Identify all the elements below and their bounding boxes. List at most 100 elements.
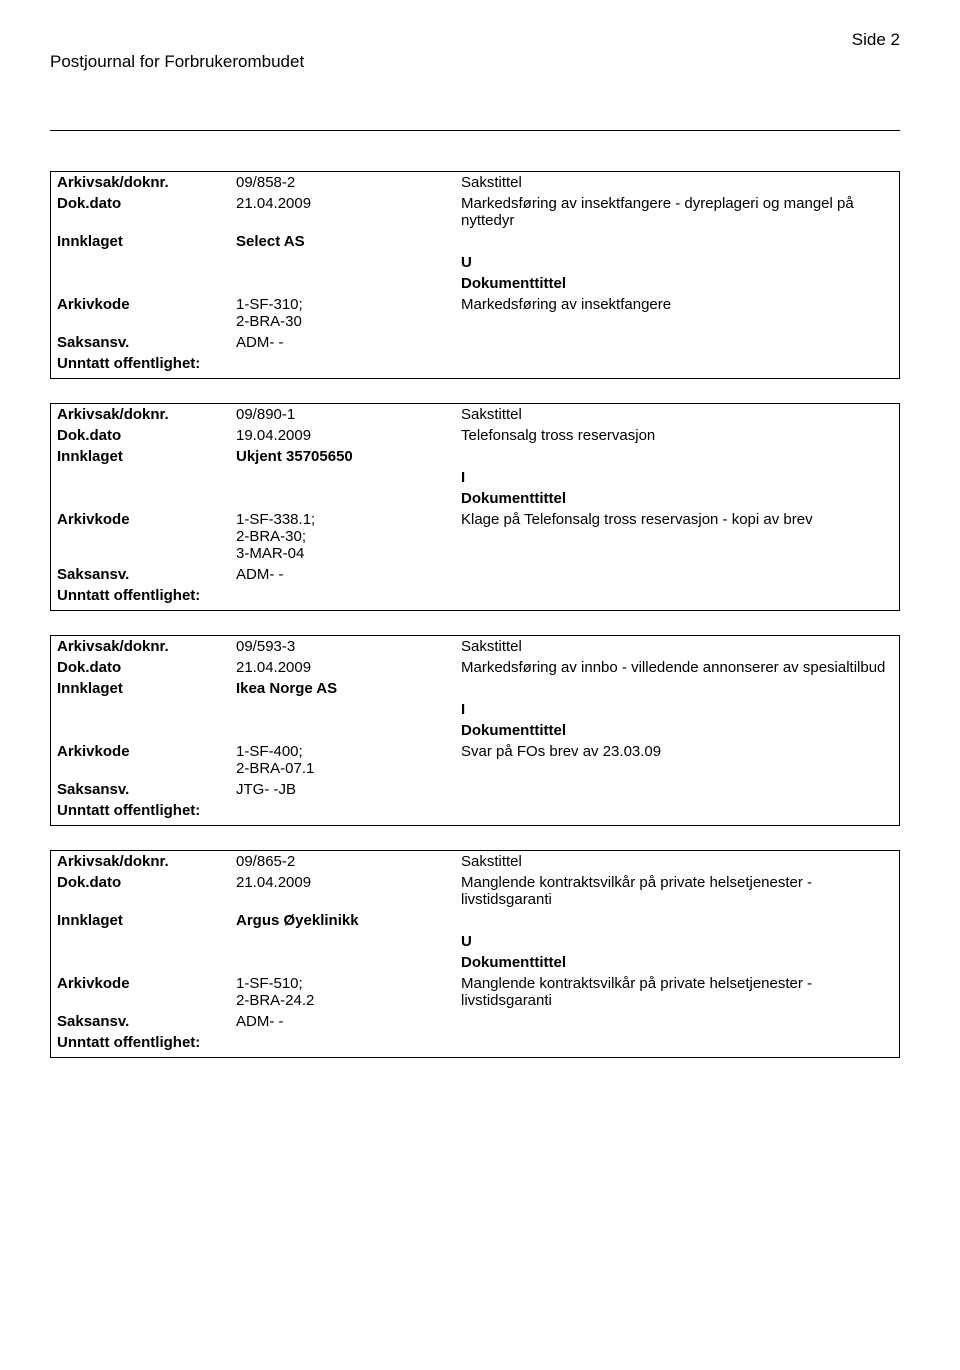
row-innklaget: InnklagetArgus Øyeklinikk (51, 910, 899, 931)
row-dokdato: Dok.dato21.04.2009Manglende kontraktsvil… (51, 872, 899, 910)
value-arkivsak: 09/858-2 (236, 174, 461, 191)
label-dokdato: Dok.dato (57, 427, 236, 444)
value-saksansv: JTG- -JB (236, 781, 461, 798)
row-direction: I (51, 699, 899, 720)
label-sakstittel: Sakstittel (461, 638, 893, 655)
row-arkivsak: Arkivsak/doknr.09/858-2Sakstittel (51, 172, 899, 193)
value-saksansv: ADM- - (236, 334, 461, 351)
value-saks-desc: Telefonsalg tross reservasjon (461, 427, 893, 444)
row-direction: U (51, 252, 899, 273)
value-saksansv: ADM- - (236, 1013, 461, 1030)
row-direction: U (51, 931, 899, 952)
label-innklaget: Innklaget (57, 233, 236, 250)
label-unntatt: Unntatt offentlighet: (57, 587, 301, 604)
label-saksansv: Saksansv. (57, 781, 236, 798)
value-arkivkode: 1-SF-510;2-BRA-24.2 (236, 975, 461, 1009)
value-innklaget: Ukjent 35705650 (236, 448, 461, 465)
value-direction: U (461, 933, 893, 950)
row-dokdato: Dok.dato19.04.2009Telefonsalg tross rese… (51, 425, 899, 446)
value-dokdato: 21.04.2009 (236, 874, 461, 891)
row-unntatt: Unntatt offentlighet: (51, 585, 899, 610)
value-dok-desc: Manglende kontraktsvilkår på private hel… (461, 975, 893, 1009)
row-saksansv: Saksansv.ADM- - (51, 332, 899, 353)
row-innklaget: InnklagetUkjent 35705650 (51, 446, 899, 467)
value-dok-desc: Svar på FOs brev av 23.03.09 (461, 743, 893, 760)
value-saks-desc: Markedsføring av insektfangere - dyrepla… (461, 195, 893, 229)
value-saks-desc: Markedsføring av innbo - villedende anno… (461, 659, 893, 676)
value-dok-desc: Klage på Telefonsalg tross reservasjon -… (461, 511, 893, 528)
value-direction: I (461, 469, 893, 486)
label-dokumenttittel: Dokumenttittel (461, 275, 893, 292)
row-direction: I (51, 467, 899, 488)
header-divider (50, 130, 900, 131)
row-arkivkode: Arkivkode1-SF-400;2-BRA-07.1Svar på FOs … (51, 741, 899, 779)
label-sakstittel: Sakstittel (461, 406, 893, 423)
value-innklaget: Select AS (236, 233, 461, 250)
row-unntatt: Unntatt offentlighet: (51, 353, 899, 378)
label-dokumenttittel: Dokumenttittel (461, 954, 893, 971)
records-container: Arkivsak/doknr.09/858-2SakstittelDok.dat… (50, 171, 900, 1058)
row-unntatt: Unntatt offentlighet: (51, 1032, 899, 1057)
record: Arkivsak/doknr.09/858-2Sakstittel Dok.dat… (50, 171, 900, 379)
value-arkivkode: 1-SF-338.1;2-BRA-30;3-MAR-04 (236, 511, 461, 562)
label-arkivkode: Arkivkode (57, 511, 236, 528)
label-arkivkode: Arkivkode (57, 743, 236, 760)
value-dokdato: 19.04.2009 (236, 427, 461, 444)
label-dokumenttittel: Dokumenttittel (461, 722, 893, 739)
label-saksansv: Saksansv. (57, 566, 236, 583)
value-saksansv: ADM- - (236, 566, 461, 583)
label-dokumenttittel: Dokumenttittel (461, 490, 893, 507)
row-saksansv: Saksansv.ADM- - (51, 564, 899, 585)
row-unntatt: Unntatt offentlighet: (51, 800, 899, 825)
value-direction: U (461, 254, 893, 271)
row-dokdato: Dok.dato21.04.2009Markedsføring av innbo… (51, 657, 899, 678)
label-saksansv: Saksansv. (57, 334, 236, 351)
label-arkivsak: Arkivsak/doknr. (57, 406, 236, 423)
row-dokumenttittel-label: Dokumenttittel (51, 273, 899, 294)
row-dokumenttittel-label: Dokumenttittel (51, 720, 899, 741)
value-dok-desc: Markedsføring av insektfangere (461, 296, 893, 313)
label-saksansv: Saksansv. (57, 1013, 236, 1030)
row-arkivkode: Arkivkode1-SF-310;2-BRA-30Markedsføring … (51, 294, 899, 332)
label-innklaget: Innklaget (57, 448, 236, 465)
label-unntatt: Unntatt offentlighet: (57, 355, 301, 372)
label-innklaget: Innklaget (57, 680, 236, 697)
label-sakstittel: Sakstittel (461, 174, 893, 191)
value-arkivkode: 1-SF-310;2-BRA-30 (236, 296, 461, 330)
page-container: Postjournal for Forbrukerombudet Side 2 … (0, 0, 960, 1122)
journal-title: Postjournal for Forbrukerombudet (50, 52, 304, 72)
label-arkivsak: Arkivsak/doknr. (57, 853, 236, 870)
label-arkivkode: Arkivkode (57, 296, 236, 313)
label-unntatt: Unntatt offentlighet: (57, 802, 301, 819)
label-unntatt: Unntatt offentlighet: (57, 1034, 301, 1051)
value-direction: I (461, 701, 893, 718)
label-arkivsak: Arkivsak/doknr. (57, 174, 236, 191)
row-arkivkode: Arkivkode1-SF-338.1;2-BRA-30;3-MAR-04Kla… (51, 509, 899, 564)
label-arkivkode: Arkivkode (57, 975, 236, 992)
value-arkivkode: 1-SF-400;2-BRA-07.1 (236, 743, 461, 777)
value-dokdato: 21.04.2009 (236, 195, 461, 212)
row-saksansv: Saksansv.JTG- -JB (51, 779, 899, 800)
row-arkivkode: Arkivkode1-SF-510;2-BRA-24.2Manglende ko… (51, 973, 899, 1011)
row-arkivsak: Arkivsak/doknr.09/865-2Sakstittel (51, 851, 899, 872)
label-dokdato: Dok.dato (57, 659, 236, 676)
label-sakstittel: Sakstittel (461, 853, 893, 870)
value-arkivsak: 09/593-3 (236, 638, 461, 655)
page-number: Side 2 (852, 30, 900, 50)
value-dokdato: 21.04.2009 (236, 659, 461, 676)
label-dokdato: Dok.dato (57, 195, 236, 212)
row-arkivsak: Arkivsak/doknr.09/890-1Sakstittel (51, 404, 899, 425)
label-innklaget: Innklaget (57, 912, 236, 929)
row-dokumenttittel-label: Dokumenttittel (51, 488, 899, 509)
record: Arkivsak/doknr.09/593-3SakstittelDok.dat… (50, 635, 900, 826)
page-header: Postjournal for Forbrukerombudet Side 2 (50, 30, 900, 70)
row-innklaget: InnklagetSelect AS (51, 231, 899, 252)
row-dokumenttittel-label: Dokumenttittel (51, 952, 899, 973)
record: Arkivsak/doknr.09/865-2SakstittelDok.dat… (50, 850, 900, 1058)
value-innklaget: Ikea Norge AS (236, 680, 461, 697)
record: Arkivsak/doknr.09/890-1SakstittelDok.dat… (50, 403, 900, 611)
row-arkivsak: Arkivsak/doknr.09/593-3Sakstittel (51, 636, 899, 657)
value-arkivsak: 09/890-1 (236, 406, 461, 423)
label-dokdato: Dok.dato (57, 874, 236, 891)
value-arkivsak: 09/865-2 (236, 853, 461, 870)
